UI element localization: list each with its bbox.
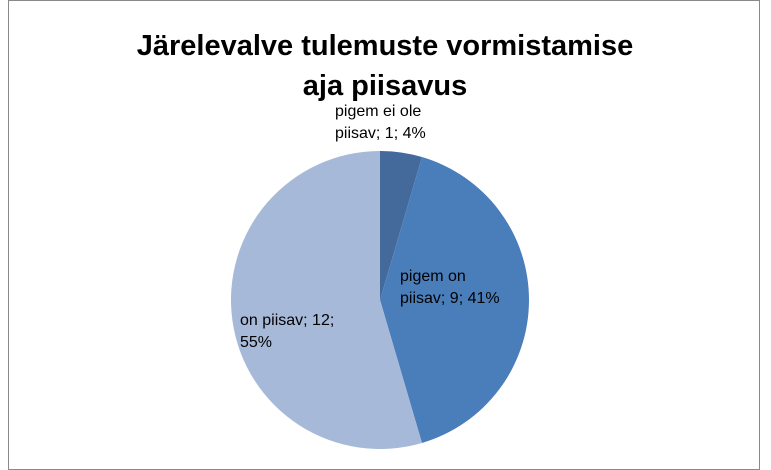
chart-title: Järelevalve tulemuste vormistamise aja p… bbox=[136, 30, 634, 102]
chart: Järelevalve tulemuste vormistamise aja p… bbox=[8, 0, 760, 470]
pie-area bbox=[230, 151, 529, 450]
pie-slice bbox=[380, 151, 422, 300]
data-label: on piisav; 12; 55% bbox=[240, 312, 335, 351]
pie-slice bbox=[230, 151, 422, 450]
data-label: pigem on piisav; 9; 41% bbox=[400, 268, 500, 307]
pie-slice bbox=[380, 157, 529, 443]
data-label: pigem ei ole piisav; 1; 4% bbox=[335, 103, 426, 142]
